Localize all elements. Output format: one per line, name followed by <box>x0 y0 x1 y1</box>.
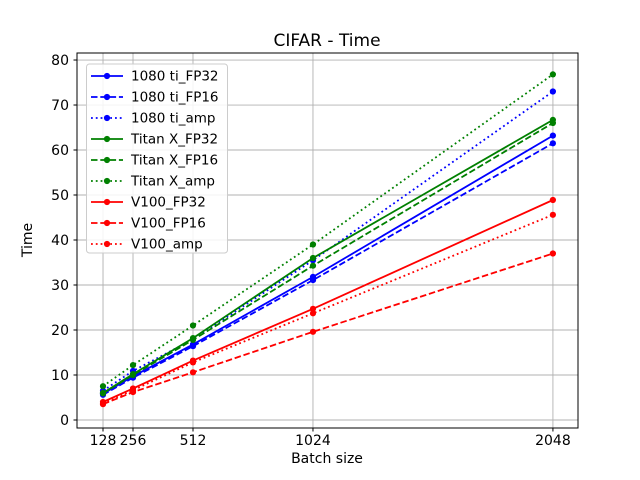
legend-label: V100_FP32 <box>131 195 206 211</box>
legend-marker <box>103 240 111 248</box>
legend-entry-V100_amp: V100_amp <box>91 237 203 253</box>
x-tick-label: 1024 <box>295 433 331 449</box>
series-line-V100_FP16 <box>102 252 554 406</box>
data-point-V100_amp <box>309 310 317 317</box>
data-point-V100_amp <box>99 400 107 407</box>
legend-marker <box>103 219 111 227</box>
legend-label: 1080 ti_FP16 <box>131 90 219 106</box>
data-point-Titan-X_FP16 <box>309 262 317 269</box>
legend-label: Titan X_amp <box>130 174 215 190</box>
data-point-V100_amp <box>189 359 197 366</box>
data-point-Titan-X_FP16 <box>99 390 107 397</box>
y-tick-label: 30 <box>51 278 69 294</box>
data-point-V100_FP32 <box>309 305 317 312</box>
y-tick-label: 10 <box>51 368 69 384</box>
legend-marker <box>103 72 111 80</box>
data-point-Titan-X_amp <box>129 362 137 369</box>
data-point-1080-ti_amp <box>549 88 557 95</box>
data-point-V100_FP16 <box>189 369 197 376</box>
legend-label: Titan X_FP32 <box>130 132 218 148</box>
legend-marker <box>103 198 111 206</box>
legend-marker <box>103 114 111 122</box>
legend-marker <box>103 135 111 143</box>
legend-entry-Titan-X_amp: Titan X_amp <box>91 174 215 190</box>
y-tick-label: 80 <box>51 53 69 69</box>
legend-entry-V100_FP16: V100_FP16 <box>91 216 206 232</box>
data-point-V100_FP32 <box>549 196 557 204</box>
data-point-Titan-X_FP16 <box>129 371 137 379</box>
legend-label: V100_amp <box>131 237 203 253</box>
legend-label: Titan X_FP16 <box>130 153 218 169</box>
legend-entry-Titan-X_FP16: Titan X_FP16 <box>91 153 218 169</box>
data-point-1080-ti_FP32 <box>549 132 557 139</box>
ticks-layer: 128 256 512 1024 2048 0 10 20 30 40 50 60 70 80 <box>51 53 571 449</box>
legend-label: 1080 ti_amp <box>131 111 215 127</box>
legend-entry-Titan-X_FP32: Titan X_FP32 <box>91 132 218 148</box>
legend-marker <box>103 156 111 164</box>
data-point-1080-ti_FP16 <box>309 277 317 284</box>
legend-entry-1080-ti_FP32: 1080 ti_FP32 <box>91 69 219 85</box>
data-point-Titan-X_FP16 <box>549 119 557 127</box>
legend-marker <box>103 177 111 185</box>
series-layer <box>99 71 557 408</box>
legend-entry-1080-ti_FP16: 1080 ti_FP16 <box>91 90 219 106</box>
data-point-Titan-X_FP32 <box>309 254 317 262</box>
y-tick-label: 40 <box>51 233 69 249</box>
legend: 1080 ti_FP32 1080 ti_FP16 1080 ti_amp Titan… <box>86 63 228 254</box>
chart-title: CIFAR - Time <box>273 31 380 51</box>
legend-marker <box>103 93 111 101</box>
x-tick-label: 256 <box>120 433 147 449</box>
y-tick-label: 50 <box>51 188 69 204</box>
data-point-1080-ti_FP16 <box>549 140 557 147</box>
legend-entry-V100_FP32: V100_FP32 <box>91 195 206 211</box>
y-tick-label: 20 <box>51 323 69 339</box>
data-point-Titan-X_amp <box>549 71 557 78</box>
legend-box <box>86 63 228 254</box>
x-tick-label: 512 <box>180 433 207 449</box>
y-axis-label: Time <box>20 223 36 258</box>
x-tick-label: 2048 <box>535 433 571 449</box>
data-point-Titan-X_FP16 <box>189 336 197 343</box>
x-axis-label: Batch size <box>291 451 363 467</box>
data-point-V100_amp <box>129 387 137 394</box>
data-point-Titan-X_amp <box>99 383 107 390</box>
data-point-V100_FP16 <box>549 250 557 257</box>
data-point-V100_amp <box>549 211 557 218</box>
data-point-Titan-X_amp <box>189 322 197 329</box>
data-point-V100_FP16 <box>309 328 317 335</box>
legend-entry-1080-ti_amp: 1080 ti_amp <box>91 111 215 127</box>
y-tick-label: 60 <box>51 143 69 159</box>
series-line-Titan-X_amp <box>102 73 554 387</box>
legend-label: 1080 ti_FP32 <box>131 69 219 85</box>
legend-label: V100_FP16 <box>131 216 206 232</box>
data-point-Titan-X_amp <box>309 241 317 248</box>
series-line-1080-ti_FP16 <box>102 142 554 396</box>
y-tick-label: 0 <box>60 413 69 429</box>
y-tick-label: 70 <box>51 98 69 114</box>
data-point-1080-ti_FP16 <box>189 343 197 350</box>
x-tick-label: 128 <box>90 433 117 449</box>
